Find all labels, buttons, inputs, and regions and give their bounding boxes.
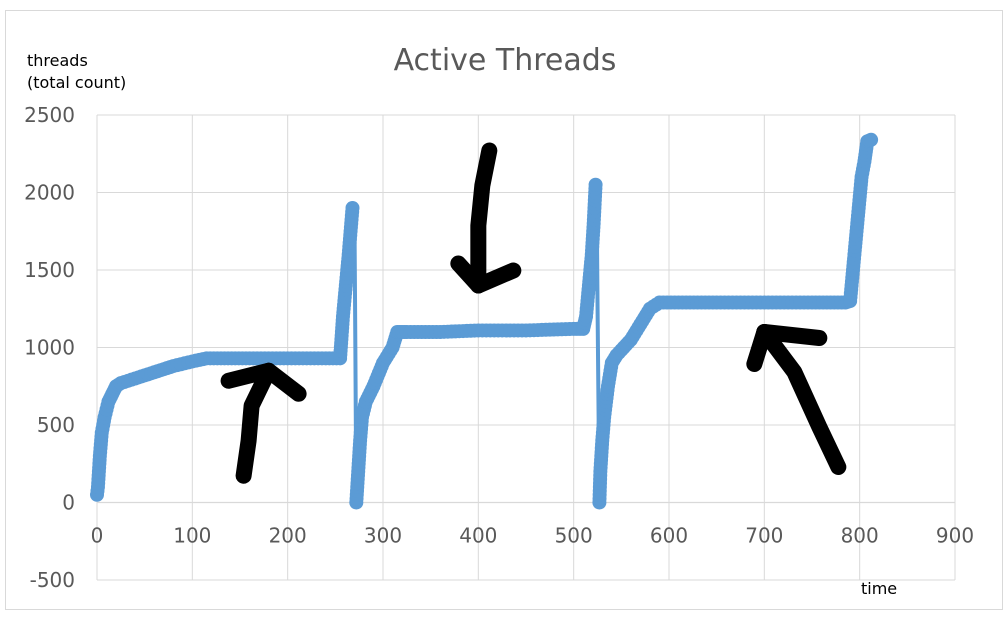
arrow-shaft [235, 362, 277, 484]
arrow-shaft [756, 324, 847, 475]
tick-labels: 2500 2000 1500 1000 500 0 -500 0 100 200 300 400 500… [24, 103, 974, 592]
x-tick-label: 400 [459, 524, 497, 548]
chart-title: Active Threads [394, 43, 617, 78]
arrow-annotation [220, 362, 307, 484]
x-tick-label: 0 [91, 524, 104, 548]
arrow-shaft [470, 142, 498, 294]
x-tick-label: 800 [841, 524, 879, 548]
arrow-annotation [450, 142, 522, 294]
data-series [90, 132, 879, 510]
x-tick-label: 500 [555, 524, 593, 548]
x-axis-label: time [861, 579, 897, 598]
data-point [588, 177, 603, 192]
x-tick-label: 600 [650, 524, 688, 548]
y-tick-label: -500 [30, 568, 75, 592]
arrow-annotation [746, 324, 847, 475]
data-point [345, 201, 360, 215]
y-tick-label: 2500 [24, 103, 75, 127]
gridlines [96, 114, 956, 581]
y-tick-label: 1000 [24, 336, 75, 360]
x-tick-label: 900 [936, 524, 974, 548]
x-tick-label: 300 [364, 524, 402, 548]
x-tick-label: 200 [269, 524, 307, 548]
y-axis-label-line-1: threads [27, 51, 88, 70]
x-tick-label: 700 [745, 524, 783, 548]
data-point [864, 132, 879, 147]
y-tick-label: 1500 [24, 258, 75, 282]
y-tick-label: 500 [37, 413, 75, 437]
hand-drawn-arrows [220, 142, 847, 484]
chart-frame [5, 10, 1003, 610]
arrow-head [756, 324, 828, 346]
arrow-head [470, 262, 522, 294]
y-tick-label: 0 [62, 491, 75, 515]
arrow-head [260, 362, 307, 402]
x-tick-label: 100 [173, 524, 211, 548]
y-tick-label: 2000 [24, 181, 75, 205]
y-axis-label-line-2: (total count) [27, 73, 126, 92]
